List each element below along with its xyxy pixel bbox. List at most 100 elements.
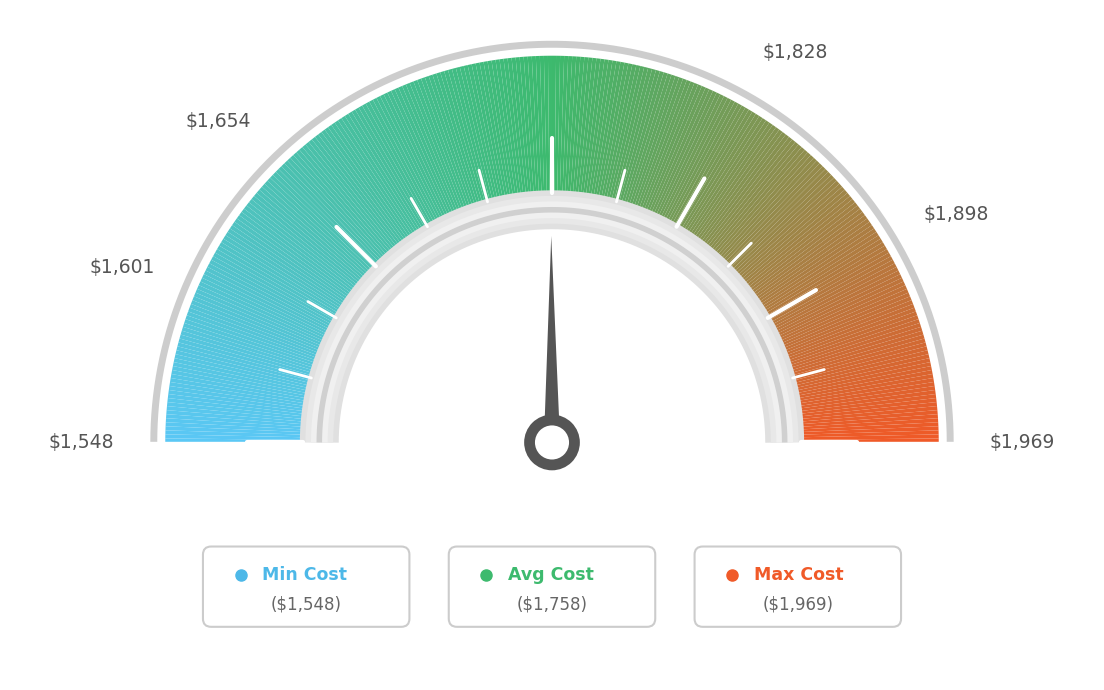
Wedge shape [636,80,691,219]
Wedge shape [699,137,793,255]
Wedge shape [436,72,482,214]
Wedge shape [599,63,633,208]
Wedge shape [786,362,931,395]
Wedge shape [511,57,530,204]
Wedge shape [676,112,756,239]
Wedge shape [787,374,933,402]
Wedge shape [736,196,852,292]
Wedge shape [278,166,384,273]
Wedge shape [188,308,328,362]
Wedge shape [204,270,338,338]
Wedge shape [459,66,498,210]
Wedge shape [168,398,315,417]
Wedge shape [184,319,326,368]
Wedge shape [210,259,341,332]
Wedge shape [606,66,645,210]
Wedge shape [168,394,315,415]
Wedge shape [592,61,620,207]
Wedge shape [311,137,405,255]
Wedge shape [752,228,877,312]
Wedge shape [211,256,342,329]
Wedge shape [202,274,337,341]
Wedge shape [185,315,326,366]
Wedge shape [618,71,664,213]
Wedge shape [488,61,514,206]
Wedge shape [587,60,613,206]
Wedge shape [287,158,390,268]
Wedge shape [417,79,471,218]
Wedge shape [181,331,323,376]
Wedge shape [790,402,937,420]
Wedge shape [355,108,433,237]
Wedge shape [262,184,374,284]
Wedge shape [768,278,904,343]
FancyBboxPatch shape [448,546,656,627]
Wedge shape [765,267,899,336]
Wedge shape [516,57,532,204]
Wedge shape [399,86,459,223]
Wedge shape [168,390,315,413]
Wedge shape [741,206,860,298]
Wedge shape [790,414,938,427]
Text: ($1,758): ($1,758) [517,595,587,613]
Wedge shape [626,75,676,216]
Wedge shape [788,386,935,410]
Wedge shape [410,81,466,220]
Text: Min Cost: Min Cost [262,566,347,584]
Wedge shape [737,199,856,294]
Wedge shape [296,150,395,263]
Wedge shape [234,219,357,306]
Wedge shape [167,410,314,425]
Wedge shape [476,63,507,208]
Wedge shape [302,144,400,259]
Wedge shape [219,242,348,321]
Wedge shape [259,187,372,286]
Wedge shape [651,91,716,226]
Wedge shape [744,212,864,302]
Wedge shape [692,130,783,250]
Wedge shape [647,88,709,224]
Wedge shape [315,135,407,253]
Wedge shape [772,289,909,350]
Wedge shape [721,169,828,275]
Wedge shape [667,104,742,234]
Wedge shape [352,110,431,238]
Wedge shape [604,65,640,210]
Wedge shape [246,202,364,296]
Wedge shape [682,118,766,243]
Wedge shape [594,62,625,208]
Wedge shape [270,175,380,279]
Wedge shape [191,300,330,357]
Wedge shape [425,76,476,217]
Wedge shape [205,267,339,336]
Wedge shape [225,232,351,314]
Wedge shape [299,147,397,262]
Wedge shape [309,139,403,257]
Wedge shape [612,68,652,211]
Wedge shape [178,342,321,383]
Wedge shape [213,253,343,327]
Wedge shape [729,181,839,282]
Wedge shape [273,172,381,277]
Wedge shape [195,289,332,350]
Wedge shape [170,378,316,405]
Wedge shape [384,92,450,227]
Wedge shape [656,95,724,228]
Wedge shape [173,358,319,393]
Wedge shape [628,76,679,217]
Wedge shape [710,152,810,265]
Wedge shape [328,125,415,248]
Wedge shape [584,59,608,206]
Wedge shape [715,161,819,270]
Text: ($1,548): ($1,548) [270,595,341,613]
Wedge shape [665,101,739,233]
Wedge shape [552,56,556,204]
Wedge shape [395,88,457,224]
Wedge shape [388,91,453,226]
Wedge shape [783,339,925,381]
Wedge shape [789,398,936,417]
Wedge shape [444,70,488,213]
Wedge shape [406,83,464,221]
Wedge shape [567,57,581,204]
Wedge shape [622,72,668,214]
